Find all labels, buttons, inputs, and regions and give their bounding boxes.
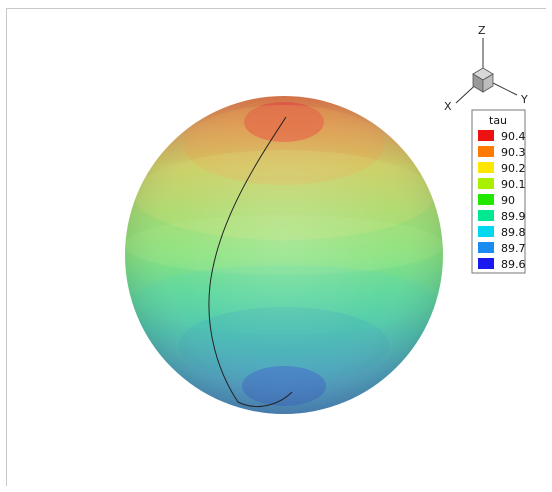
sphere [125, 96, 443, 414]
legend-label: 89.7 [501, 242, 526, 255]
legend-items: 90.4 90.3 90.2 90.1 90 89.9 89.8 89.7 89.6 [478, 130, 526, 271]
legend-label: 90.3 [501, 146, 526, 159]
legend-swatch [478, 194, 494, 205]
axis-label-z: Z [478, 24, 486, 37]
legend-title: tau [489, 114, 507, 127]
legend-swatch [478, 226, 494, 237]
plot-frame [6, 8, 546, 486]
legend-swatch [478, 162, 494, 173]
legend-label: 89.6 [501, 258, 526, 271]
legend-label: 89.8 [501, 226, 526, 239]
orientation-axes: Z Y X [444, 24, 528, 113]
trajectory-curve [208, 116, 293, 407]
legend-label: 90.4 [501, 130, 526, 143]
legend-swatch [478, 210, 494, 221]
legend-label: 90.2 [501, 162, 526, 175]
legend-label: 90 [501, 194, 515, 207]
legend-swatch [478, 242, 494, 253]
legend-label: 89.9 [501, 210, 526, 223]
axis-label-y: Y [520, 93, 528, 106]
legend-label: 90.1 [501, 178, 526, 191]
legend-swatch [478, 146, 494, 157]
legend-swatch [478, 130, 494, 141]
sphere-shading [125, 96, 443, 414]
axis-label-x: X [444, 100, 452, 113]
colorbar-legend: tau 90.4 90.3 90.2 90.1 90 89.9 89.8 89.7 89.6 [471, 109, 526, 274]
orientation-cube-icon [472, 67, 494, 93]
legend-swatch [478, 258, 494, 269]
legend-swatch [478, 178, 494, 189]
